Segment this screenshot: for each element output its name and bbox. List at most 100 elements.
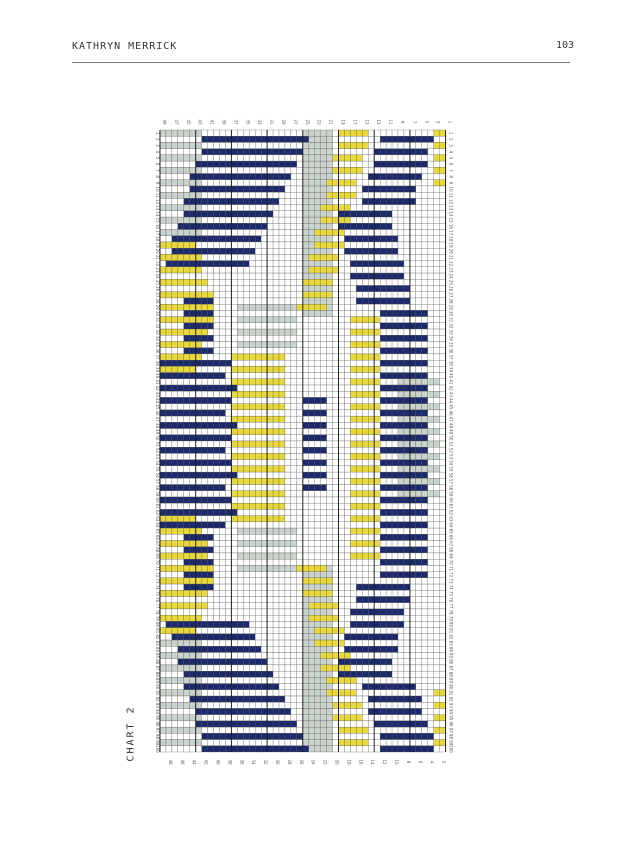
- chart-cell-empty: [397, 615, 405, 622]
- chart-cell-navy: [391, 260, 399, 267]
- chart-cell-grey: [183, 739, 190, 746]
- chart-cell-empty: [296, 509, 303, 516]
- column-label-top: 17: [352, 119, 357, 125]
- chart-cell-empty: [284, 689, 292, 697]
- chart-cell-navy: [231, 260, 238, 267]
- chart-cell-navy: [195, 546, 202, 554]
- chart-cell-grey: [189, 739, 196, 746]
- chart-cell-empty: [421, 615, 428, 622]
- chart-cell-empty: [368, 254, 375, 261]
- chart-cell-empty: [439, 565, 446, 572]
- chart-cell-empty: [320, 366, 327, 373]
- chart-cell-empty: [171, 198, 178, 205]
- chart-cell-empty: [368, 689, 375, 697]
- chart-cell-empty: [332, 670, 339, 678]
- column-label-top: 47: [174, 119, 179, 125]
- chart-cell-empty: [284, 192, 292, 199]
- chart-cell-empty: [356, 677, 363, 684]
- chart-cell-empty: [225, 639, 232, 647]
- chart-cell-empty: [308, 316, 315, 323]
- chart-cell-empty: [261, 297, 268, 305]
- chart-cell-navy: [385, 372, 393, 379]
- chart-cell-empty: [439, 596, 446, 603]
- column-label-bottom: 38: [227, 759, 232, 765]
- row-label-left: 33: [155, 330, 160, 336]
- chart-cell-empty: [284, 241, 292, 249]
- chart-cell-empty: [290, 129, 297, 137]
- chart-cell-empty: [403, 179, 411, 187]
- chart-cell-empty: [379, 453, 387, 460]
- chart-cell-navy: [237, 695, 244, 703]
- chart-cell-empty: [290, 235, 297, 243]
- chart-cell-empty: [171, 695, 178, 703]
- chart-cell-empty: [171, 465, 178, 473]
- chart-cell-navy: [397, 272, 405, 280]
- chart-cell-empty: [391, 179, 399, 187]
- row-label-left: 34: [155, 336, 160, 342]
- chart-cell-empty: [266, 534, 274, 541]
- chart-cell-empty: [439, 422, 446, 429]
- row-label-right: 42: [449, 386, 454, 392]
- chart-cell-empty: [219, 285, 226, 292]
- chart-cell-navy: [415, 496, 422, 504]
- chart-cell-empty: [362, 279, 369, 286]
- chart-cell-empty: [183, 708, 190, 715]
- chart-cell-grey: [165, 192, 173, 199]
- chart-cell-navy: [379, 534, 387, 541]
- chart-cell-empty: [332, 590, 339, 597]
- chart-cell-empty: [255, 484, 262, 491]
- chart-cell-empty: [439, 583, 446, 591]
- chart-cell-empty: [272, 254, 280, 261]
- chart-cell-empty: [350, 347, 357, 355]
- chart-cell-grey: [326, 745, 333, 753]
- chart-cell-grey: [308, 702, 315, 709]
- chart-cell-yellow: [177, 341, 184, 348]
- chart-cell-yellow: [255, 403, 262, 411]
- chart-cell-empty: [433, 515, 440, 523]
- chart-cell-empty: [165, 683, 173, 690]
- chart-cell-empty: [350, 136, 357, 143]
- chart-cell-navy: [397, 285, 405, 292]
- chart-cell-empty: [397, 726, 405, 734]
- chart-cell-empty: [243, 627, 250, 634]
- chart-cell-navy: [314, 422, 321, 429]
- chart-cell-empty: [374, 745, 381, 753]
- chart-cell-navy: [379, 185, 387, 193]
- chart-cell-empty: [243, 434, 250, 442]
- chart-cell-yellow: [362, 366, 369, 373]
- chart-cell-navy: [403, 695, 411, 703]
- chart-cell-grey: [320, 708, 327, 715]
- row-label-right: 22: [449, 261, 454, 267]
- chart-cell-yellow: [433, 142, 440, 149]
- chart-cell-empty: [415, 297, 422, 305]
- chart-cell-navy: [379, 733, 387, 740]
- chart-cell-empty: [439, 397, 446, 404]
- chart-cell-yellow: [207, 577, 214, 585]
- chart-cell-navy: [249, 210, 256, 218]
- chart-cell-empty: [332, 683, 339, 690]
- chart-cell-empty: [368, 434, 375, 442]
- row-label-right: 50: [449, 435, 454, 441]
- chart-cell-grey: [397, 490, 405, 498]
- chart-cell-empty: [243, 372, 250, 379]
- chart-cell-empty: [213, 297, 220, 305]
- chart-cell-navy: [213, 173, 220, 180]
- column-label-bottom: 30: [275, 759, 280, 765]
- chart-cell-empty: [272, 509, 280, 516]
- chart-cell-yellow: [255, 465, 262, 473]
- chart-cell-empty: [284, 534, 292, 541]
- chart-cell-grey: [308, 167, 315, 174]
- chart-cell-navy: [225, 658, 232, 666]
- chart-cell-navy: [391, 646, 399, 653]
- chart-cell-empty: [350, 254, 357, 261]
- chart-cell-empty: [272, 459, 280, 467]
- chart-cell-navy: [314, 409, 321, 417]
- chart-cell-empty: [368, 384, 375, 392]
- chart-cell-empty: [261, 359, 268, 367]
- chart-cell-navy: [189, 372, 196, 379]
- chart-cell-navy: [278, 160, 286, 168]
- chart-cell-yellow: [439, 702, 446, 709]
- chart-cell-empty: [344, 304, 351, 311]
- chart-cell-navy: [427, 745, 434, 753]
- chart-cell-navy: [350, 260, 357, 267]
